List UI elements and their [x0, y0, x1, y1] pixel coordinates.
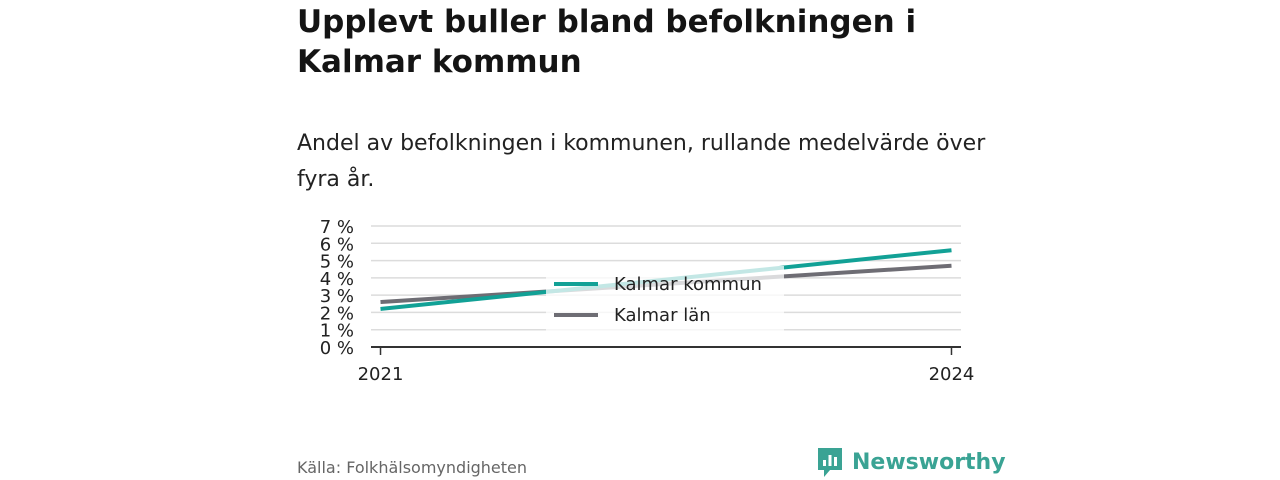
- y-tick-label: 6 %: [320, 234, 354, 255]
- x-tick-label: 2024: [929, 364, 975, 385]
- legend: Kalmar kommun Kalmar län: [546, 266, 784, 332]
- x-tick-label: 2021: [358, 364, 404, 385]
- chart-subtitle: Andel av befolkningen i kommunen, rullan…: [297, 131, 986, 192]
- legend-label: Kalmar län: [614, 305, 711, 326]
- newsworthy-logo-icon: [818, 448, 842, 477]
- x-axis: 2021 2024: [358, 346, 975, 385]
- y-tick-label: 7 %: [320, 217, 354, 238]
- y-tick-label: 0 %: [320, 338, 354, 359]
- brand-logo: Newsworthy: [816, 446, 1006, 478]
- y-axis-ticks: 0 %1 %2 %3 %4 %5 %6 %7 %: [320, 217, 354, 359]
- legend-background: [546, 266, 784, 332]
- legend-label: Kalmar kommun: [614, 274, 762, 295]
- source-note: Källa: Folkhälsomyndigheten: [297, 458, 528, 477]
- chart-title: Upplevt buller bland befolkningen i Kalm…: [297, 4, 917, 80]
- y-tick-label: 4 %: [320, 269, 354, 290]
- y-tick-label: 3 %: [320, 286, 354, 307]
- y-tick-label: 5 %: [320, 252, 354, 273]
- y-tick-label: 1 %: [320, 321, 354, 342]
- y-tick-label: 2 %: [320, 303, 354, 324]
- brand-name: Newsworthy: [852, 449, 1006, 475]
